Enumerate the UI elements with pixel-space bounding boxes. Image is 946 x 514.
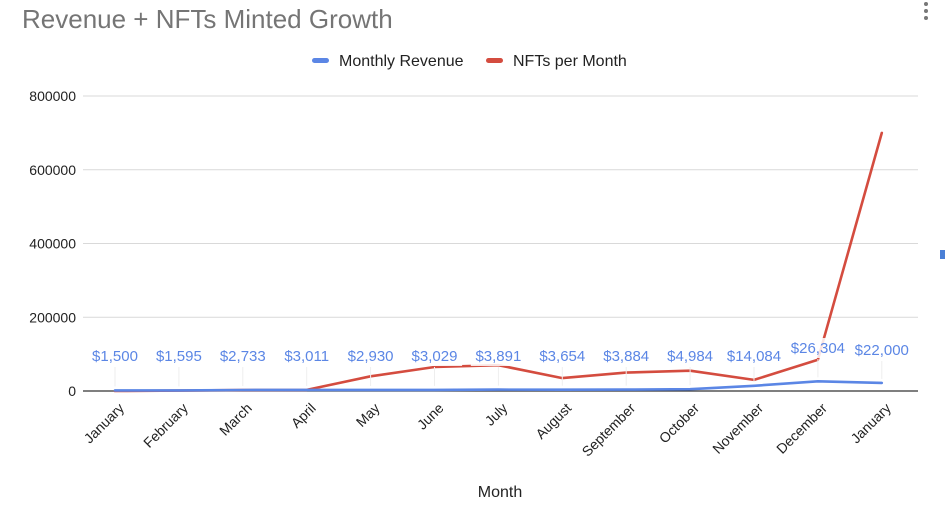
- data-label: $3,884: [603, 348, 649, 365]
- x-tick-label: January: [847, 400, 894, 447]
- data-label-background: [786, 338, 850, 358]
- data-label-background: [534, 346, 590, 366]
- data-label: $1,595: [156, 348, 202, 365]
- data-label: $26,304: [791, 340, 845, 357]
- data-label: $3,011: [284, 348, 329, 365]
- data-label-background: [406, 346, 463, 366]
- x-tick-label: July: [482, 400, 511, 429]
- y-axis: 0 200000 400000 600000 800000: [29, 88, 76, 399]
- chart-menu-icon[interactable]: [920, 0, 932, 20]
- data-label: $3,891: [475, 348, 521, 365]
- y-tick-label: 0: [68, 383, 76, 399]
- data-label-background: [850, 340, 914, 360]
- data-label-background: [722, 346, 786, 366]
- data-label: $14,084: [727, 348, 781, 365]
- data-label-background: [87, 346, 143, 366]
- x-axis-title: Month: [478, 484, 522, 501]
- x-tick-label: October: [656, 400, 703, 447]
- x-tick-label: November: [709, 400, 766, 457]
- y-tick-label: 600000: [29, 162, 76, 178]
- data-label-background: [151, 346, 207, 366]
- data-label: $3,029: [412, 348, 458, 365]
- x-tick-label: March: [216, 400, 255, 439]
- x-tick-label: December: [773, 400, 830, 457]
- data-label-background: [470, 346, 526, 366]
- data-label: $4,984: [667, 348, 713, 365]
- data-label-background: [598, 346, 654, 366]
- x-tick-label: April: [288, 400, 319, 431]
- x-tick-label: September: [579, 400, 639, 460]
- series-line-revenue: [113, 379, 884, 392]
- x-tick-label: June: [414, 400, 447, 433]
- data-label: $3,654: [539, 348, 585, 365]
- y-tick-label: 800000: [29, 88, 76, 104]
- chart-title: Revenue + NFTs Minted Growth: [22, 4, 393, 34]
- data-label-background: [215, 346, 271, 366]
- resize-handle[interactable]: [940, 250, 945, 259]
- data-label-background: [662, 346, 718, 366]
- legend-label-nfts: NFTs per Month: [513, 53, 627, 70]
- y-tick-label: 400000: [29, 236, 76, 252]
- data-label: $22,000: [855, 342, 909, 359]
- x-tick-label: January: [81, 400, 128, 447]
- data-label: $1,500: [92, 348, 138, 365]
- y-tick-label: 200000: [29, 309, 76, 325]
- data-labels: $1,500 $1,595 $2,733 $3,011 $2,930 $3,029 $3,8…: [87, 338, 914, 387]
- data-label: $2,733: [220, 348, 266, 365]
- x-tick-label: May: [353, 400, 383, 430]
- data-label: $2,930: [348, 348, 394, 365]
- x-tick-label: August: [532, 400, 574, 442]
- x-tick-label: February: [140, 400, 191, 451]
- data-label-background: [343, 346, 399, 366]
- legend: Monthly Revenue NFTs per Month: [312, 53, 627, 70]
- legend-swatch-revenue: [312, 58, 329, 63]
- legend-label-revenue: Monthly Revenue: [339, 53, 464, 70]
- x-axis: January February March April May June July Augu…: [81, 400, 894, 460]
- legend-swatch-nfts: [486, 58, 503, 63]
- data-label-background: [279, 346, 335, 366]
